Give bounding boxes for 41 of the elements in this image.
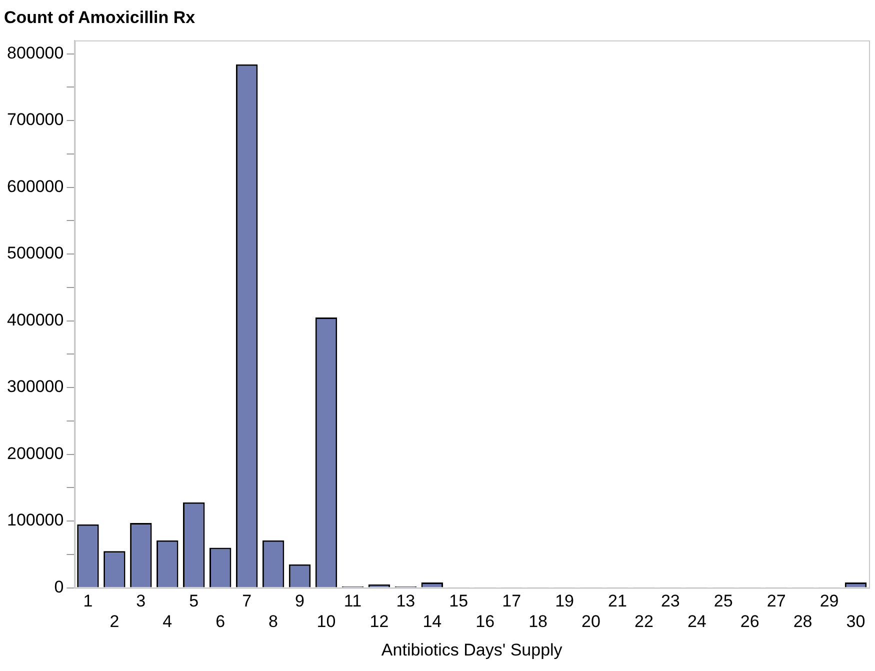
y-tick-label: 300000	[6, 377, 64, 396]
y-tick-label: 200000	[6, 444, 64, 463]
x-tick-label: 4	[162, 612, 172, 632]
y-tick-label: 500000	[6, 244, 64, 263]
x-tick-label: 11	[344, 592, 362, 611]
y-tick-label: 700000	[6, 110, 64, 130]
x-tick-label: 18	[528, 612, 548, 632]
x-tick-label: 2	[110, 612, 120, 632]
x-tick-label: 10	[316, 612, 336, 632]
x-tick-label: 16	[476, 612, 495, 632]
x-tick-label: 15	[449, 592, 468, 611]
y-tick-label: 0	[54, 577, 64, 596]
x-tick-label: 14	[422, 612, 442, 632]
x-tick-label: 3	[136, 592, 146, 611]
x-tick-label: 23	[660, 592, 680, 611]
x-tick-label: 28	[793, 612, 812, 632]
x-tick-label: 1	[83, 592, 93, 611]
x-tick-label: 12	[370, 612, 389, 632]
x-axis-title: Antibiotics Days' Supply	[381, 640, 563, 660]
x-tick-label: 5	[189, 592, 199, 611]
x-tick-label: 25	[714, 592, 733, 611]
x-tick-label: 6	[216, 612, 226, 632]
x-tick-label: 30	[846, 612, 866, 632]
x-tick-label: 19	[555, 592, 574, 611]
x-tick-label: 20	[582, 612, 600, 632]
x-tick-label: 22	[634, 612, 654, 632]
y-tick-label: 600000	[6, 176, 64, 196]
y-tick-label: 100000	[6, 510, 64, 530]
x-tick-label: 8	[268, 612, 278, 632]
x-tick-label: 24	[687, 612, 706, 632]
x-tick-label: 27	[766, 592, 786, 611]
x-tick-label: 21	[608, 592, 627, 611]
x-tick-label: 9	[295, 592, 305, 611]
x-tick-label: 26	[740, 612, 760, 632]
y-tick-label: 800000	[6, 43, 64, 62]
x-tick-label: 29	[820, 592, 839, 611]
x-tick-label: 13	[396, 592, 416, 611]
x-tick-label: 7	[242, 592, 252, 611]
x-tick-label: 17	[502, 592, 522, 611]
y-tick-label: 400000	[6, 310, 64, 330]
y-axis-title: Count of Amoxicillin Rx	[4, 8, 196, 27]
